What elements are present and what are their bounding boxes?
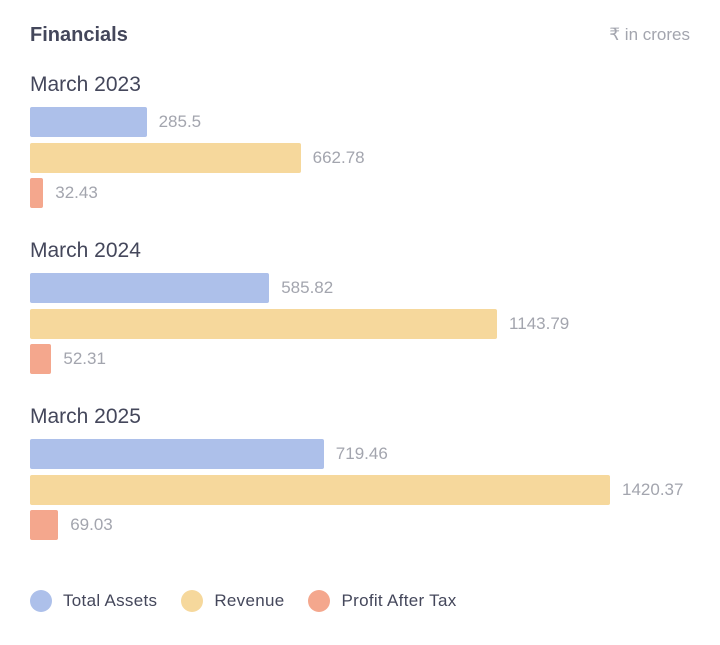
legend-item: Total Assets — [30, 590, 157, 612]
bar-profit-after-tax — [30, 344, 52, 374]
bar-total-assets — [30, 107, 147, 137]
bar-value-label: 719.46 — [335, 444, 388, 463]
bar-total-assets — [30, 439, 324, 469]
bar-value-label: 585.82 — [281, 278, 334, 297]
legend-item: Profit After Tax — [308, 590, 456, 612]
chart-legend: Total Assets Revenue Profit After Tax — [30, 588, 481, 614]
bar-row: 662.78 — [30, 143, 700, 173]
bar-value-label: 285.5 — [158, 112, 202, 131]
period-label: March 2024 — [30, 239, 141, 262]
period-group: March 2023 285.5 662.78 32.43 — [30, 70, 710, 236]
legend-label: Profit After Tax — [341, 591, 457, 610]
bar-row: 1420.37 — [30, 475, 700, 505]
bar-row: 69.03 — [30, 510, 700, 540]
period-group: March 2025 719.46 1420.37 69.03 — [30, 402, 710, 568]
bar-chart: March 2023 285.5 662.78 32.43 March 2024 585.… — [30, 70, 710, 568]
legend-label: Revenue — [214, 591, 285, 610]
bar-revenue — [30, 143, 301, 173]
bar-row: 1143.79 — [30, 309, 700, 339]
bar-row: 52.31 — [30, 344, 700, 374]
unit-label: ₹ in crores — [609, 25, 690, 44]
card-title: Financials — [30, 23, 128, 46]
bar-value-label: 52.31 — [63, 349, 106, 368]
bar-value-label: 32.43 — [55, 183, 98, 202]
period-label: March 2023 — [30, 73, 141, 96]
bar-value-label: 69.03 — [70, 515, 113, 534]
bar-row: 32.43 — [30, 178, 700, 208]
bar-revenue — [30, 475, 610, 505]
card-header: Financials ₹ in crores — [30, 20, 690, 50]
legend-swatch-icon — [181, 590, 204, 612]
period-label: March 2025 — [30, 405, 141, 428]
legend-label: Total Assets — [63, 591, 158, 610]
legend-swatch-icon — [308, 590, 331, 612]
period-group: March 2024 585.82 1143.79 52.31 — [30, 236, 710, 402]
bar-value-label: 662.78 — [312, 148, 365, 167]
bar-total-assets — [30, 273, 270, 303]
bar-revenue — [30, 309, 498, 339]
bar-row: 719.46 — [30, 439, 700, 469]
bar-value-label: 1143.79 — [509, 314, 570, 333]
bar-profit-after-tax — [30, 510, 59, 540]
bar-row: 285.5 — [30, 107, 700, 137]
legend-item: Revenue — [181, 590, 284, 612]
legend-swatch-icon — [30, 590, 52, 612]
bar-value-label: 1420.37 — [622, 480, 684, 499]
bar-profit-after-tax — [30, 178, 44, 208]
bar-row: 585.82 — [30, 273, 700, 303]
